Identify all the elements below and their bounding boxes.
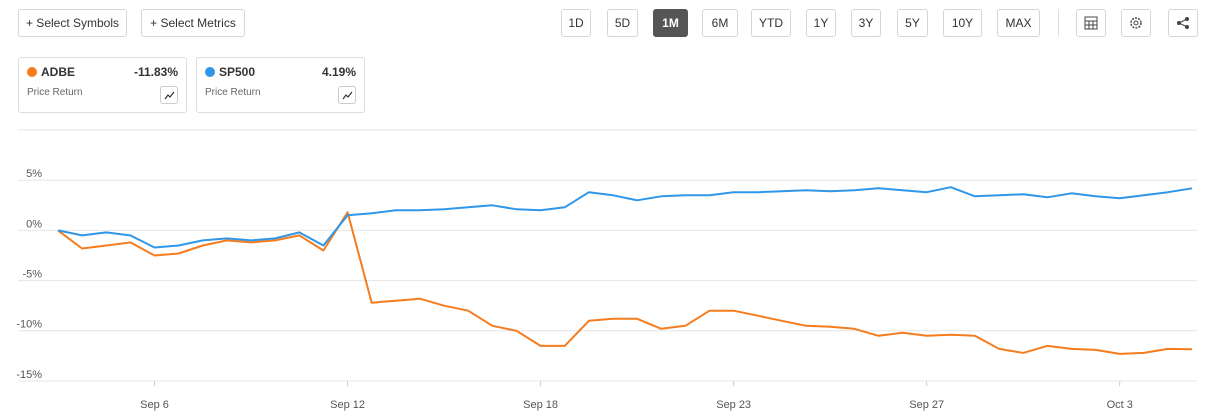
series-line: [57, 186, 1193, 249]
range-button[interactable]: 3Y: [851, 9, 881, 37]
range-button[interactable]: 10Y: [943, 9, 982, 37]
range-button[interactable]: 5D: [607, 9, 638, 37]
y-tick-label: -10%: [16, 319, 42, 331]
range-button[interactable]: MAX: [997, 9, 1040, 37]
table-button[interactable]: [1076, 9, 1106, 37]
separator: [1058, 9, 1059, 37]
select-button[interactable]: + Select Symbols: [18, 9, 127, 37]
table-icon: [1084, 16, 1098, 30]
gear-icon: [1130, 17, 1142, 29]
range-button[interactable]: 1D: [561, 9, 591, 37]
x-tick-label: Oct 3: [1107, 399, 1133, 411]
select-button[interactable]: + Select Metrics: [141, 9, 245, 37]
legend-name: SP500: [219, 65, 256, 79]
y-tick-label: 0%: [26, 218, 42, 230]
share-icon: [1177, 17, 1189, 29]
x-tick-label: Sep 23: [716, 399, 751, 411]
x-tick-label: Sep 12: [330, 399, 365, 411]
legend-card: SP500 4.19% Price Return: [196, 57, 365, 113]
range-button[interactable]: 1M: [653, 9, 688, 37]
legend-card: ADBE -11.83% Price Return: [18, 57, 187, 113]
range-button[interactable]: 1Y: [806, 9, 836, 37]
range-button[interactable]: YTD: [751, 9, 791, 37]
range-button[interactable]: 6M: [702, 9, 738, 37]
trend-icon: [342, 91, 353, 100]
range-button[interactable]: 5Y: [897, 9, 928, 37]
settings-button[interactable]: [1121, 9, 1151, 37]
y-tick-label: -15%: [16, 369, 42, 381]
legend-swatch: [27, 67, 37, 77]
legend-metric: Price Return: [205, 87, 261, 98]
x-tick-label: Sep 6: [140, 399, 169, 411]
legend-return: -11.83%: [133, 65, 178, 79]
share-button[interactable]: [1168, 9, 1198, 37]
chart-toggle[interactable]: [338, 86, 356, 104]
x-tick-label: Sep 18: [523, 399, 558, 411]
y-tick-label: 5%: [26, 168, 42, 180]
chart-toggle[interactable]: [160, 86, 178, 104]
y-tick-label: -5%: [22, 269, 42, 281]
legend-metric: Price Return: [27, 87, 83, 98]
series-line: [57, 211, 1193, 355]
legend-name: ADBE: [41, 65, 76, 79]
x-tick-label: Sep 27: [909, 399, 944, 411]
legend-swatch: [205, 67, 215, 77]
legend-return: 4.19%: [321, 65, 356, 79]
trend-icon: [164, 91, 175, 100]
